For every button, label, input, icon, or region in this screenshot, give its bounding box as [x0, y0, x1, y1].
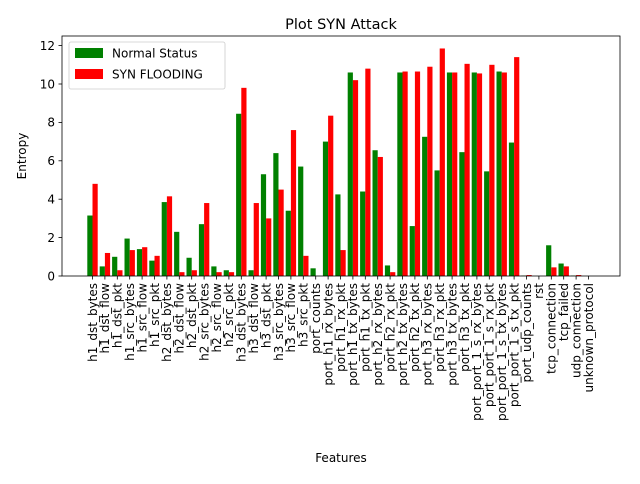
- bar-normal-status: [385, 265, 390, 276]
- bar-normal-status: [373, 150, 378, 276]
- legend: Normal Status SYN FLOODING: [69, 42, 225, 89]
- bar-syn-flooding: [477, 73, 482, 276]
- bar-normal-status: [211, 266, 216, 276]
- y-tick-label: 10: [40, 77, 55, 91]
- chart-title: Plot SYN Attack: [285, 17, 397, 33]
- y-axis: 0 2 4 6 8 10 12: [40, 39, 62, 283]
- y-tick-label: 8: [47, 116, 55, 130]
- bar-syn-flooding: [229, 272, 234, 276]
- bar-syn-flooding: [465, 64, 470, 276]
- bar-syn-flooding: [105, 253, 110, 276]
- bar-syn-flooding: [279, 190, 284, 276]
- bar-normal-status: [273, 153, 278, 276]
- bar-syn-flooding: [341, 250, 346, 276]
- bar-syn-flooding: [291, 130, 296, 276]
- bar-syn-flooding: [378, 157, 383, 276]
- bar-syn-flooding: [551, 267, 556, 276]
- bar-normal-status: [484, 171, 489, 276]
- bar-normal-status: [497, 72, 502, 276]
- bar-syn-flooding: [353, 80, 358, 276]
- bar-syn-flooding: [303, 256, 308, 276]
- bar-normal-status: [149, 261, 154, 276]
- bar-syn-flooding: [130, 250, 135, 276]
- bar-syn-flooding: [117, 270, 122, 276]
- legend-swatch: [75, 48, 103, 58]
- bar-syn-flooding: [489, 65, 494, 276]
- y-tick-label: 4: [47, 193, 55, 207]
- legend-label: Normal Status: [112, 47, 197, 61]
- bar-normal-status: [236, 114, 241, 276]
- x-axis-label: Features: [315, 451, 367, 465]
- bar-syn-flooding: [328, 116, 333, 276]
- y-axis-label: Entropy: [15, 133, 29, 180]
- bar-normal-status: [261, 174, 266, 276]
- legend-label: SYN FLOODING: [112, 68, 203, 82]
- bar-normal-status: [360, 192, 365, 276]
- bar-normal-status: [162, 202, 167, 276]
- bar-syn-flooding: [167, 196, 172, 276]
- bar-syn-flooding: [365, 69, 370, 276]
- bar-syn-flooding: [440, 48, 445, 276]
- bar-normal-status: [410, 226, 415, 276]
- bar-normal-status: [335, 194, 340, 276]
- bar-normal-status: [311, 268, 316, 276]
- bar-normal-status: [435, 170, 440, 276]
- bar-syn-flooding: [266, 218, 271, 276]
- y-tick-label: 6: [47, 154, 55, 168]
- bar-syn-flooding: [390, 272, 395, 276]
- bar-normal-status: [546, 245, 551, 276]
- y-tick-label: 12: [40, 39, 55, 53]
- bar-syn-flooding: [179, 272, 184, 276]
- bar-normal-status: [87, 216, 92, 276]
- bar-syn-flooding: [403, 72, 408, 276]
- bar-syn-flooding: [254, 203, 259, 276]
- bar-syn-flooding: [514, 57, 519, 276]
- bar-syn-flooding: [93, 184, 98, 276]
- bar-normal-status: [559, 264, 564, 276]
- bar-normal-status: [125, 239, 130, 276]
- bar-syn-flooding: [415, 72, 420, 276]
- x-tick-label: unknown_protocol: [582, 283, 596, 392]
- bar-syn-flooding: [192, 270, 197, 276]
- bar-normal-status: [397, 72, 402, 276]
- bar-normal-status: [224, 270, 229, 276]
- bar-syn-flooding: [427, 67, 432, 276]
- bar-syn-flooding: [502, 72, 507, 276]
- bar-normal-status: [447, 72, 452, 276]
- bar-normal-status: [187, 258, 192, 276]
- bar-syn-flooding: [155, 256, 160, 276]
- y-tick-label: 2: [47, 231, 55, 245]
- bar-normal-status: [323, 142, 328, 276]
- bar-syn-flooding: [142, 247, 147, 276]
- bar-normal-status: [459, 152, 464, 276]
- bar-normal-status: [174, 232, 179, 276]
- bar-normal-status: [348, 72, 353, 276]
- bar-normal-status: [286, 211, 291, 276]
- bar-normal-status: [100, 266, 105, 276]
- bar-normal-status: [422, 137, 427, 276]
- x-axis: h1_dst_bytesh1_dst_flowh1_dst_pkth1_src_…: [86, 276, 596, 421]
- bar-syn-flooding: [204, 203, 209, 276]
- bar-normal-status: [249, 270, 254, 276]
- bar-normal-status: [137, 249, 142, 276]
- bar-syn-flooding: [241, 88, 246, 276]
- bar-normal-status: [509, 143, 514, 276]
- bar-normal-status: [298, 167, 303, 276]
- legend-swatch: [75, 69, 103, 79]
- bar-syn-flooding: [452, 72, 457, 276]
- bar-normal-status: [199, 224, 204, 276]
- bar-syn-flooding: [564, 266, 569, 276]
- y-tick-label: 0: [47, 269, 55, 283]
- bar-syn-flooding: [217, 272, 222, 276]
- bar-normal-status: [112, 257, 117, 276]
- bar-normal-status: [472, 72, 477, 276]
